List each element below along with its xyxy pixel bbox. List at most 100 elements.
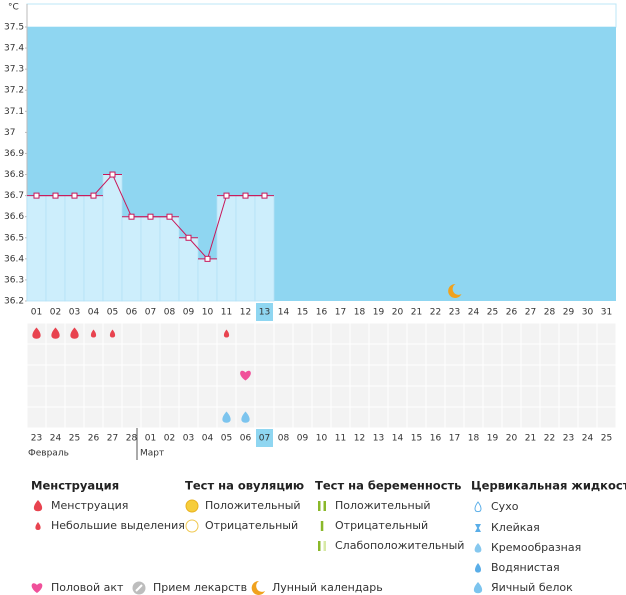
icon-drop-light (223, 329, 230, 338)
date-label: 18 (468, 434, 480, 444)
cycle-day-label: 03 (69, 308, 80, 318)
cycle-day-label: 21 (411, 308, 422, 318)
date-label: 13 (373, 434, 384, 444)
cycle-day-label: 15 (297, 308, 308, 318)
icon-drop-light (90, 329, 97, 338)
date-label: 08 (278, 434, 290, 444)
date-label: 09 (297, 434, 309, 444)
icon-egg-white (473, 582, 483, 594)
temperature-column (216, 195, 237, 302)
cycle-day-label: 31 (601, 308, 612, 318)
top-band (26, 3, 617, 28)
y-tick-label: 36.5 (4, 233, 24, 243)
egg-white-shape (222, 411, 231, 423)
cycle-day-label: 17 (335, 308, 346, 318)
cycle-day-label: 29 (563, 308, 575, 318)
y-tick-label: 36.9 (4, 149, 24, 159)
heart-shape (240, 370, 251, 381)
icon-heart (31, 583, 43, 593)
legend-label: Сухо (491, 500, 519, 513)
cycle-day-label: 13 (259, 308, 270, 318)
temperature-point (147, 213, 154, 220)
temperature-column (83, 195, 104, 302)
icon-drop-heavy (51, 327, 60, 339)
date-label: 10 (316, 434, 328, 444)
symptom-grid (27, 323, 616, 428)
cycle-day-label: 28 (544, 308, 556, 318)
temperature-column (121, 216, 142, 302)
temperature-column (178, 237, 199, 302)
icon-preg-neg (320, 521, 324, 531)
month-label: Февраль (28, 449, 69, 459)
preg-pos-shape (323, 501, 326, 511)
icon-pill (132, 581, 146, 595)
temperature-column (159, 216, 180, 302)
cycle-day-label: 25 (487, 308, 498, 318)
icon-creamy (474, 543, 482, 553)
cycle-day-label: 24 (468, 308, 480, 318)
temperature-column (140, 216, 161, 302)
drop-heavy-shape (51, 327, 60, 339)
date-label: 23 (31, 434, 42, 444)
temperature-point (223, 192, 230, 199)
cycle-day-label: 06 (126, 308, 138, 318)
legend-label: Яичный белок (491, 581, 573, 594)
temperature-point (109, 171, 116, 178)
date-label: 21 (525, 434, 536, 444)
legend-heading: Менструация (31, 479, 119, 493)
date-label: 23 (563, 434, 574, 444)
date-label: 03 (183, 434, 194, 444)
date-label: 02 (164, 434, 175, 444)
cycle-day-label: 20 (392, 308, 404, 318)
y-tick-label: 37.1 (4, 107, 24, 117)
y-tick-label: 36.8 (4, 170, 24, 180)
icon-drop-light (35, 522, 41, 530)
legend-label: Водянистая (491, 561, 560, 574)
pill-shape (135, 584, 143, 592)
icon-egg-white (222, 411, 231, 423)
date-label: 15 (411, 434, 422, 444)
icon-ovu-pos (185, 499, 199, 513)
legend-heading: Тест на овуляцию (185, 479, 304, 493)
y-tick-label: 36.7 (4, 191, 24, 201)
legend-label: Отрицательный (205, 519, 298, 532)
cycle-day-label: 05 (107, 308, 118, 318)
date-label: 24 (50, 434, 62, 444)
unit-label: °C (8, 3, 19, 13)
temperature-point (128, 213, 135, 220)
legend-label: Прием лекарств (153, 581, 247, 594)
month-label: Март (140, 449, 164, 459)
temperature-column (102, 174, 123, 302)
temperature-point (90, 192, 97, 199)
legend-label: Положительный (205, 499, 301, 512)
date-label: 04 (202, 434, 214, 444)
drop-light-shape (223, 329, 230, 338)
drop-light-shape (109, 329, 116, 338)
icon-moon (448, 283, 462, 298)
legend-label: Слабоположительный (335, 539, 464, 552)
cycle-day-label: 30 (582, 308, 594, 318)
date-label: 16 (430, 434, 442, 444)
legend-heading: Тест на беременность (315, 479, 461, 493)
y-tick-label: 37 (4, 128, 15, 138)
sticky-shape (475, 524, 481, 532)
temperature-point (204, 255, 211, 262)
cycle-day-label: 22 (430, 308, 441, 318)
dry-shape (474, 501, 482, 513)
icon-drop-heavy (70, 327, 79, 339)
preg-weak-shape (318, 541, 321, 551)
preg-pos-shape (318, 501, 321, 511)
icon-moon (251, 580, 265, 595)
cycle-day-label: 10 (202, 308, 214, 318)
moon-shape (448, 283, 462, 298)
date-label: 19 (487, 434, 499, 444)
temperature-point (166, 213, 173, 220)
creamy-shape (474, 543, 482, 553)
temperature-column (26, 195, 47, 302)
legend-label: Положительный (335, 499, 431, 512)
temperature-point (261, 192, 268, 199)
date-label: 25 (601, 434, 612, 444)
temperature-column (45, 195, 66, 302)
cycle-day-label: 09 (183, 308, 195, 318)
